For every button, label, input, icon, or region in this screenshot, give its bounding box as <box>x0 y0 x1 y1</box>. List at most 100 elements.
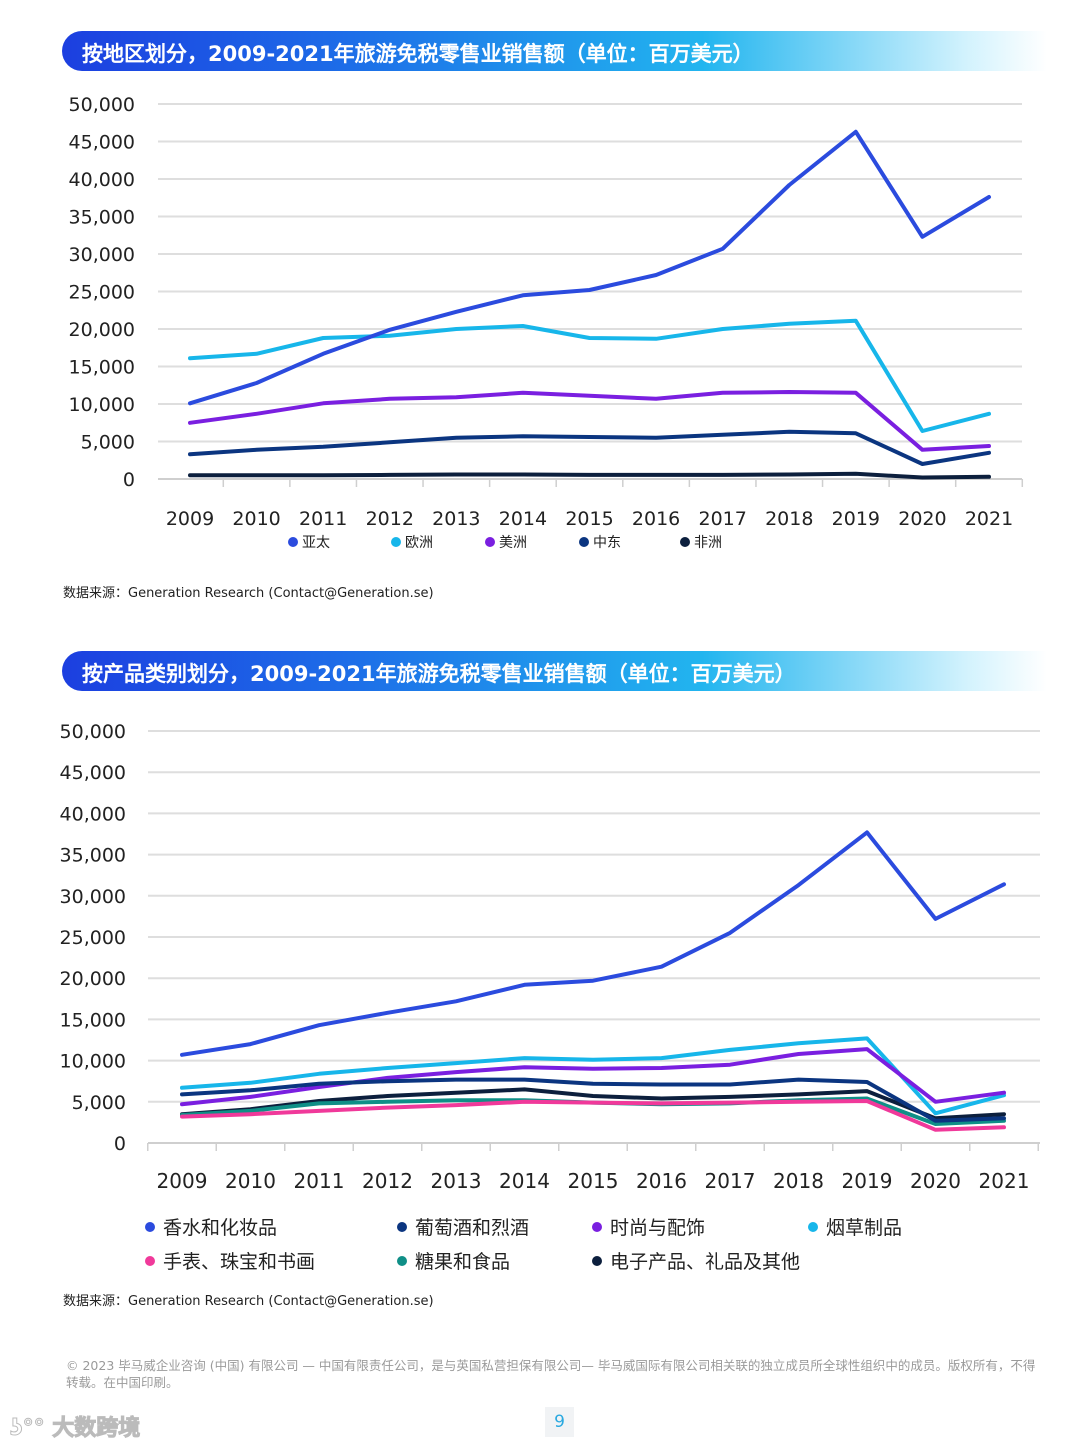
y-tick-label: 5,000 <box>72 1092 126 1114</box>
legend-label: 香水和化妆品 <box>163 1217 278 1239</box>
chart2-title-banner: 按产品类别划分，2009-2021年旅游免税零售业销售额（单位：百万美元） <box>62 651 1047 691</box>
legend-dot-icon <box>579 537 589 547</box>
legend-label: 时尚与配饰 <box>610 1217 706 1239</box>
x-tick-label: 2009 <box>166 508 214 530</box>
legend-dot-icon <box>680 537 690 547</box>
legend-dot-icon <box>288 537 298 547</box>
x-tick-label: 2015 <box>568 1169 619 1193</box>
watermark-logo: ʖ°° 大数跨境 <box>9 1416 141 1442</box>
legend-item: 亚太 <box>288 532 330 552</box>
x-tick-label: 2021 <box>979 1169 1030 1193</box>
legend-item: 欧洲 <box>391 532 433 552</box>
x-tick-label: 2020 <box>898 508 946 530</box>
legend-label: 糖果和食品 <box>415 1251 511 1273</box>
chart2-title: 按产品类别划分，2009-2021年旅游免税零售业销售额（单位：百万美元） <box>82 662 796 686</box>
y-tick-label: 0 <box>114 1133 126 1155</box>
x-tick-label: 2011 <box>294 1169 345 1193</box>
x-tick-label: 2016 <box>632 508 680 530</box>
chart1-title-banner: 按地区划分，2009-2021年旅游免税零售业销售额（单位：百万美元） <box>62 31 1047 71</box>
x-tick-label: 2018 <box>765 508 813 530</box>
x-tick-label: 2009 <box>157 1169 208 1193</box>
y-tick-label: 45,000 <box>60 762 126 784</box>
legend-label: 美洲 <box>499 535 527 551</box>
page-number: 9 <box>545 1407 574 1437</box>
x-tick-label: 2013 <box>431 1169 482 1193</box>
series-line-中东 <box>188 429 991 466</box>
y-tick-label: 35,000 <box>69 207 135 229</box>
x-tick-label: 2014 <box>499 508 547 530</box>
series-line-手表、珠宝和书画 <box>180 1099 1006 1132</box>
x-tick-label: 2021 <box>965 508 1013 530</box>
x-tick-label: 2017 <box>705 1169 756 1193</box>
x-tick-label: 2011 <box>299 508 347 530</box>
series-line-时尚与配饰 <box>180 1047 1006 1107</box>
legend-label: 中东 <box>593 535 621 551</box>
legend-item: 烟草制品 <box>808 1213 902 1240</box>
y-tick-label: 15,000 <box>69 357 135 379</box>
y-tick-label: 5,000 <box>81 432 135 454</box>
chart1-source: 数据来源：Generation Research (Contact@Genera… <box>63 586 434 601</box>
y-tick-label: 15,000 <box>60 1009 126 1031</box>
y-tick-label: 30,000 <box>69 244 135 266</box>
x-tick-label: 2015 <box>565 508 613 530</box>
legend-dot-icon <box>808 1221 818 1232</box>
y-tick-label: 40,000 <box>69 169 135 191</box>
x-tick-label: 2019 <box>842 1169 893 1193</box>
x-tick-label: 2019 <box>832 508 880 530</box>
legend-label: 葡萄酒和烈酒 <box>415 1217 530 1239</box>
series-line-欧洲 <box>188 318 991 433</box>
legend-dot-icon <box>391 537 401 547</box>
legend-label: 亚太 <box>302 535 330 551</box>
y-tick-label: 30,000 <box>60 886 126 908</box>
y-tick-label: 10,000 <box>60 1051 126 1073</box>
category-sales-line-chart: 0 5,000 10,000 15,000 20,000 25,000 30,000 35,0… <box>60 721 1040 1193</box>
legend-label: 电子产品、礼品及其他 <box>610 1251 801 1273</box>
series-line-亚太 <box>188 129 991 406</box>
legend-item: 葡萄酒和烈酒 <box>397 1213 529 1240</box>
y-tick-label: 50,000 <box>60 721 126 743</box>
legend-item: 时尚与配饰 <box>592 1213 705 1240</box>
legend-dot-icon <box>485 537 495 547</box>
legend-item: 美洲 <box>485 532 527 552</box>
x-tick-label: 2014 <box>499 1169 550 1193</box>
y-tick-label: 35,000 <box>60 845 126 867</box>
series-line-非洲 <box>188 471 991 480</box>
series-line-葡萄酒和烈酒 <box>180 1077 1006 1123</box>
chart1-title: 按地区划分，2009-2021年旅游免税零售业销售额（单位：百万美元） <box>82 42 754 66</box>
x-tick-label: 2010 <box>225 1169 276 1193</box>
y-tick-label: 50,000 <box>69 94 135 116</box>
legend-item: 手表、珠宝和书画 <box>145 1247 315 1274</box>
y-tick-label: 10,000 <box>69 394 135 416</box>
copyright-footer: © 2023 毕马威企业咨询 (中国) 有限公司 — 中国有限责任公司，是与英国… <box>66 1358 1036 1390</box>
x-tick-label: 2012 <box>362 1169 413 1193</box>
y-tick-label: 20,000 <box>69 319 135 341</box>
x-tick-label: 2017 <box>698 508 746 530</box>
y-tick-label: 40,000 <box>60 803 126 825</box>
series-line-美洲 <box>188 390 991 452</box>
legend-item: 香水和化妆品 <box>145 1213 277 1240</box>
y-tick-label: 0 <box>123 469 135 491</box>
legend-label: 非洲 <box>694 535 722 551</box>
legend-item: 中东 <box>579 532 621 552</box>
legend-dot-icon <box>397 1255 407 1266</box>
series-line-香水和化妆品 <box>180 830 1006 1057</box>
x-tick-label: 2018 <box>773 1169 824 1193</box>
legend-item: 非洲 <box>680 532 722 552</box>
legend-dot-icon <box>145 1221 155 1232</box>
series-line-电子产品、礼品及其他 <box>180 1087 1006 1121</box>
x-tick-label: 2012 <box>366 508 414 530</box>
legend-label: 烟草制品 <box>826 1217 903 1239</box>
legend-item: 电子产品、礼品及其他 <box>592 1247 800 1274</box>
legend-item: 糖果和食品 <box>397 1247 510 1274</box>
x-tick-label: 2016 <box>636 1169 687 1193</box>
legend-dot-icon <box>592 1255 602 1266</box>
region-sales-line-chart: 0 5,000 10,000 15,000 20,000 25,000 30,000 35,0… <box>69 94 1024 530</box>
chart2-source: 数据来源：Generation Research (Contact@Genera… <box>63 1294 434 1309</box>
legend-label: 欧洲 <box>405 535 433 551</box>
x-tick-label: 2020 <box>910 1169 961 1193</box>
x-tick-label: 2010 <box>232 508 280 530</box>
y-tick-label: 25,000 <box>69 282 135 304</box>
legend-dot-icon <box>592 1221 602 1232</box>
x-tick-label: 2013 <box>432 508 480 530</box>
y-tick-label: 45,000 <box>69 132 135 154</box>
